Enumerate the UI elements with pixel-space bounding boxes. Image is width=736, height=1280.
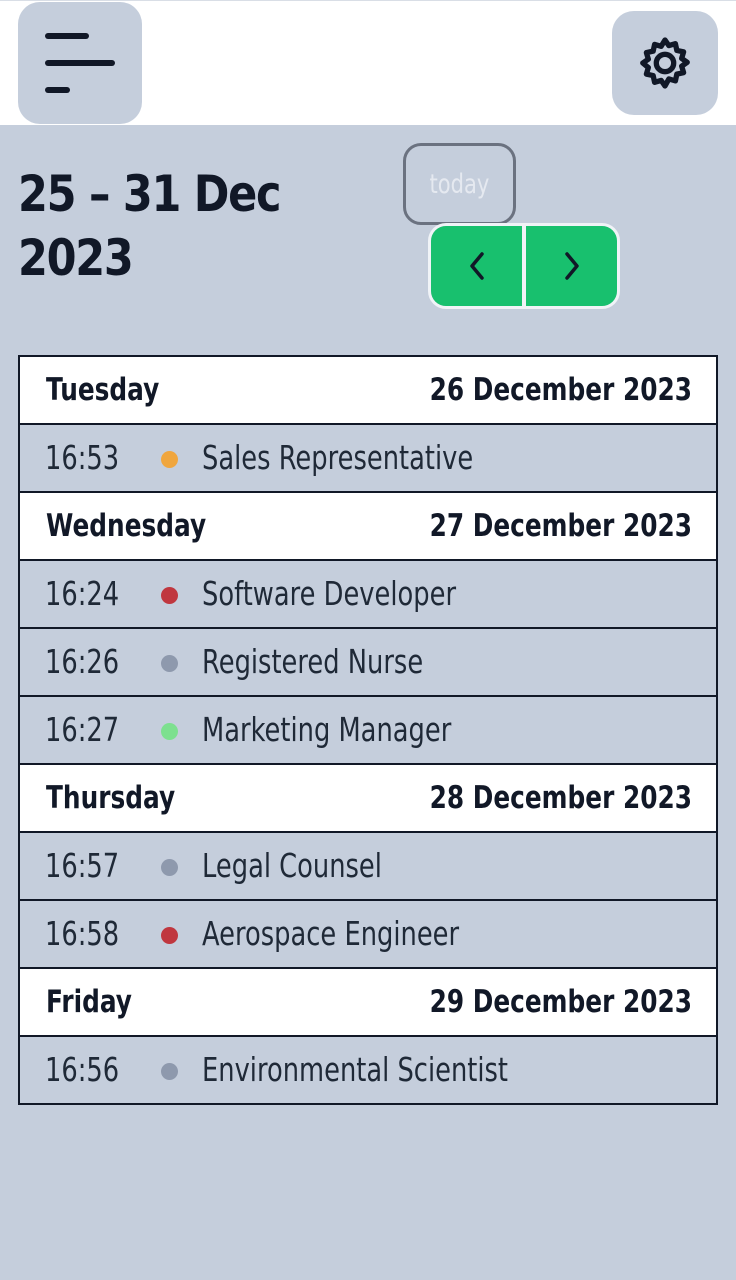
- day-date: 27 December 2023: [429, 508, 692, 544]
- event-title: Registered Nurse: [202, 642, 424, 681]
- event-color-dot: [161, 655, 178, 672]
- event-time: 16:57: [45, 846, 120, 885]
- event-time: 16:58: [45, 914, 120, 953]
- event-row[interactable]: 16:24 Software Developer: [20, 561, 716, 629]
- event-title: Marketing Manager: [202, 710, 452, 749]
- day-date: 29 December 2023: [429, 984, 692, 1020]
- event-title: Sales Representative: [202, 438, 474, 477]
- event-row[interactable]: 16:27 Marketing Manager: [20, 697, 716, 765]
- gear-icon: [640, 37, 690, 89]
- day-name: Friday: [46, 984, 132, 1020]
- day-header: Wednesday 27 December 2023: [20, 493, 716, 561]
- event-row[interactable]: 16:56 Environmental Scientist: [20, 1037, 716, 1105]
- event-title: Environmental Scientist: [202, 1050, 509, 1089]
- event-color-dot: [161, 927, 178, 944]
- event-time: 16:27: [45, 710, 120, 749]
- day-header: Thursday 28 December 2023: [20, 765, 716, 833]
- day-name: Wednesday: [46, 508, 207, 544]
- date-range-line2: 2023: [18, 229, 134, 287]
- day-name: Thursday: [46, 780, 176, 816]
- event-time: 16:56: [45, 1050, 120, 1089]
- settings-button[interactable]: [612, 11, 718, 115]
- event-color-dot: [161, 1063, 178, 1080]
- date-range-line1: 25 – 31 Dec: [18, 165, 282, 223]
- week-navigation: [428, 223, 620, 309]
- day-header: Friday 29 December 2023: [20, 969, 716, 1037]
- event-color-dot: [161, 451, 178, 468]
- top-bar: [0, 0, 736, 125]
- next-week-button[interactable]: [522, 226, 617, 306]
- chevron-right-icon: [564, 252, 579, 280]
- event-title: Legal Counsel: [202, 846, 382, 885]
- day-date: 28 December 2023: [429, 780, 692, 816]
- chevron-left-icon: [469, 252, 484, 280]
- date-range-title: 25 – 31 Dec 2023: [18, 162, 310, 290]
- event-color-dot: [161, 859, 178, 876]
- previous-week-button[interactable]: [431, 226, 522, 306]
- event-row[interactable]: 16:58 Aerospace Engineer: [20, 901, 716, 969]
- event-time: 16:24: [45, 574, 120, 613]
- event-row[interactable]: 16:53 Sales Representative: [20, 425, 716, 493]
- day-name: Tuesday: [46, 372, 160, 408]
- today-button[interactable]: today: [403, 143, 516, 225]
- event-row[interactable]: 16:26 Registered Nurse: [20, 629, 716, 697]
- event-row[interactable]: 16:57 Legal Counsel: [20, 833, 716, 901]
- day-date: 26 December 2023: [429, 372, 692, 408]
- event-time: 16:53: [45, 438, 120, 477]
- day-header: Tuesday 26 December 2023: [20, 357, 716, 425]
- event-title: Software Developer: [202, 574, 457, 613]
- menu-button[interactable]: [18, 2, 142, 124]
- event-color-dot: [161, 723, 178, 740]
- event-color-dot: [161, 587, 178, 604]
- event-list: Tuesday 26 December 2023 16:53 Sales Repres…: [18, 355, 718, 1105]
- today-label: today: [429, 168, 490, 200]
- event-title: Aerospace Engineer: [202, 914, 460, 953]
- event-time: 16:26: [45, 642, 120, 681]
